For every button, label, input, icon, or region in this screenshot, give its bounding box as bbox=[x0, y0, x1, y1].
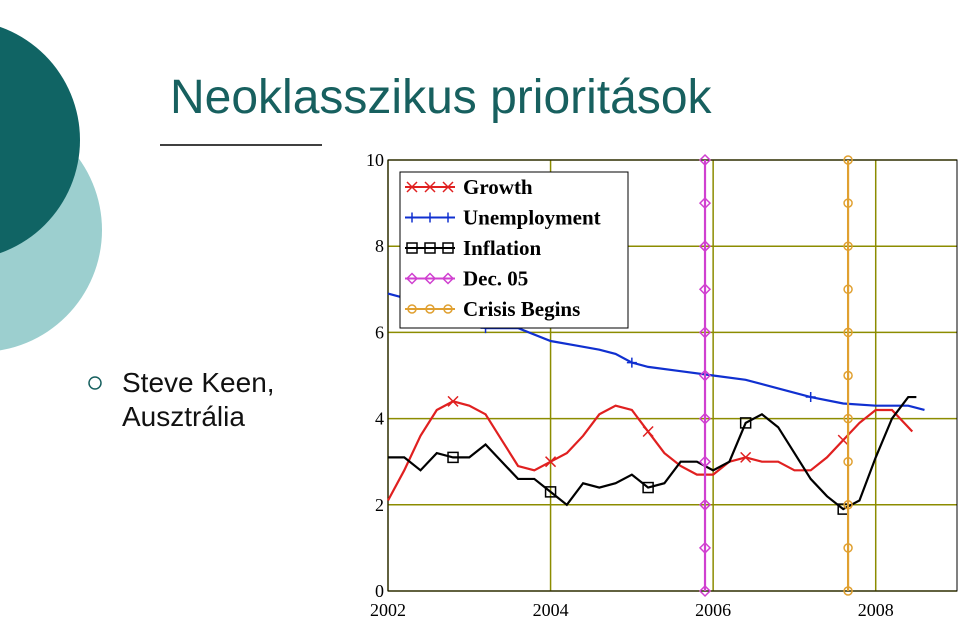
x-tick-label: 2008 bbox=[858, 600, 894, 619]
series-line bbox=[387, 400, 914, 502]
marker bbox=[805, 392, 816, 403]
marker bbox=[843, 370, 853, 381]
series-line bbox=[388, 395, 917, 511]
marker bbox=[837, 434, 849, 446]
marker bbox=[441, 272, 455, 285]
x-tick-label: 2004 bbox=[533, 600, 569, 619]
marker bbox=[698, 541, 712, 554]
marker bbox=[405, 272, 419, 285]
marker bbox=[843, 500, 853, 510]
marker bbox=[843, 586, 853, 596]
legend-label: Crisis Begins bbox=[463, 297, 580, 321]
marker bbox=[698, 326, 712, 339]
y-tick-label: 8 bbox=[375, 236, 384, 256]
deco-circle bbox=[0, 26, 80, 254]
marker bbox=[406, 242, 418, 254]
marker bbox=[545, 456, 557, 468]
marker bbox=[698, 369, 712, 382]
marker bbox=[698, 197, 712, 210]
bullet-marker bbox=[88, 376, 102, 390]
marker bbox=[443, 304, 453, 314]
marker bbox=[425, 212, 435, 223]
marker bbox=[843, 413, 853, 424]
marker bbox=[443, 212, 453, 223]
marker bbox=[739, 417, 752, 429]
marker bbox=[843, 456, 853, 467]
marker bbox=[442, 181, 454, 193]
marker bbox=[843, 327, 853, 338]
x-tick-label: 2006 bbox=[695, 600, 731, 619]
marker bbox=[740, 451, 752, 463]
marker bbox=[424, 181, 436, 193]
marker bbox=[843, 155, 853, 165]
marker bbox=[642, 481, 654, 494]
y-tick-label: 4 bbox=[375, 409, 384, 429]
legend-label: Dec. 05 bbox=[463, 267, 528, 291]
legend-box bbox=[399, 171, 629, 329]
y-tick-label: 10 bbox=[366, 150, 384, 170]
marker bbox=[698, 584, 712, 598]
marker bbox=[698, 498, 712, 511]
marker bbox=[447, 395, 459, 407]
marker bbox=[407, 212, 417, 223]
bullet-text: Steve Keen, Ausztrália bbox=[122, 367, 275, 432]
y-tick-label: 6 bbox=[375, 322, 384, 342]
marker bbox=[698, 240, 712, 253]
x-tick-label: 2002 bbox=[370, 600, 406, 619]
marker bbox=[406, 181, 418, 193]
slide-title: Neoklasszikus prioritások bbox=[170, 71, 712, 124]
legend-label: Inflation bbox=[463, 236, 542, 260]
marker bbox=[843, 198, 853, 208]
marker bbox=[425, 304, 435, 314]
legend-label: Unemployment bbox=[463, 206, 601, 230]
marker bbox=[424, 242, 436, 254]
y-tick-label: 0 bbox=[375, 581, 384, 601]
marker bbox=[843, 241, 853, 251]
marker bbox=[642, 425, 654, 438]
marker bbox=[423, 272, 437, 285]
plot-frame bbox=[387, 159, 958, 592]
y-tick-label: 2 bbox=[375, 495, 384, 515]
marker bbox=[698, 283, 712, 296]
marker bbox=[698, 153, 712, 167]
marker bbox=[407, 304, 417, 314]
marker bbox=[447, 451, 459, 464]
marker bbox=[843, 543, 853, 553]
marker bbox=[544, 486, 557, 498]
marker bbox=[698, 412, 712, 425]
legend-label: Growth bbox=[463, 175, 533, 199]
marker bbox=[626, 357, 637, 368]
marker bbox=[843, 284, 853, 295]
marker bbox=[442, 242, 454, 254]
marker bbox=[698, 455, 712, 468]
